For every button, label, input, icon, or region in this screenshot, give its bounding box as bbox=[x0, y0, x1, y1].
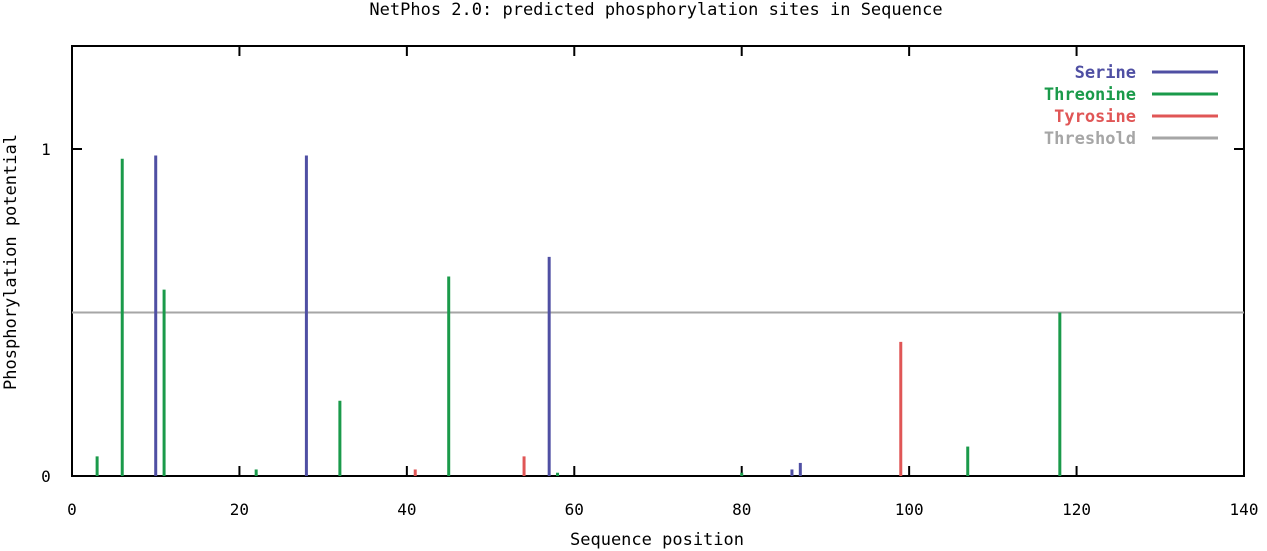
chart-title: NetPhos 2.0: predicted phosphorylation s… bbox=[369, 0, 942, 20]
x-tick-label: 20 bbox=[230, 500, 249, 519]
legend-label-tyrosine: Tyrosine bbox=[1054, 107, 1136, 127]
legend-label-threshold: Threshold bbox=[1044, 129, 1136, 149]
x-tick-label: 140 bbox=[1230, 500, 1259, 519]
legend-label-serine: Serine bbox=[1075, 63, 1136, 83]
x-tick-label: 100 bbox=[895, 500, 924, 519]
x-tick-label: 60 bbox=[565, 500, 584, 519]
plot-frame bbox=[71, 45, 1245, 477]
x-axis-label: Sequence position bbox=[570, 530, 744, 550]
x-tick-label: 0 bbox=[67, 500, 77, 519]
x-tick-label: 40 bbox=[397, 500, 416, 519]
x-tick-label: 80 bbox=[732, 500, 751, 519]
legend-label-threonine: Threonine bbox=[1044, 85, 1136, 105]
bars-layer bbox=[95, 155, 1062, 476]
x-tick-label: 120 bbox=[1062, 500, 1091, 519]
y-axis-label: Phosphorylation potential bbox=[1, 134, 21, 390]
y-tick-label: 0 bbox=[41, 467, 51, 486]
axis-ticks: 0 20 40 60 80 100 120 140 0 1 bbox=[41, 46, 1258, 519]
y-tick-label: 1 bbox=[41, 140, 51, 159]
